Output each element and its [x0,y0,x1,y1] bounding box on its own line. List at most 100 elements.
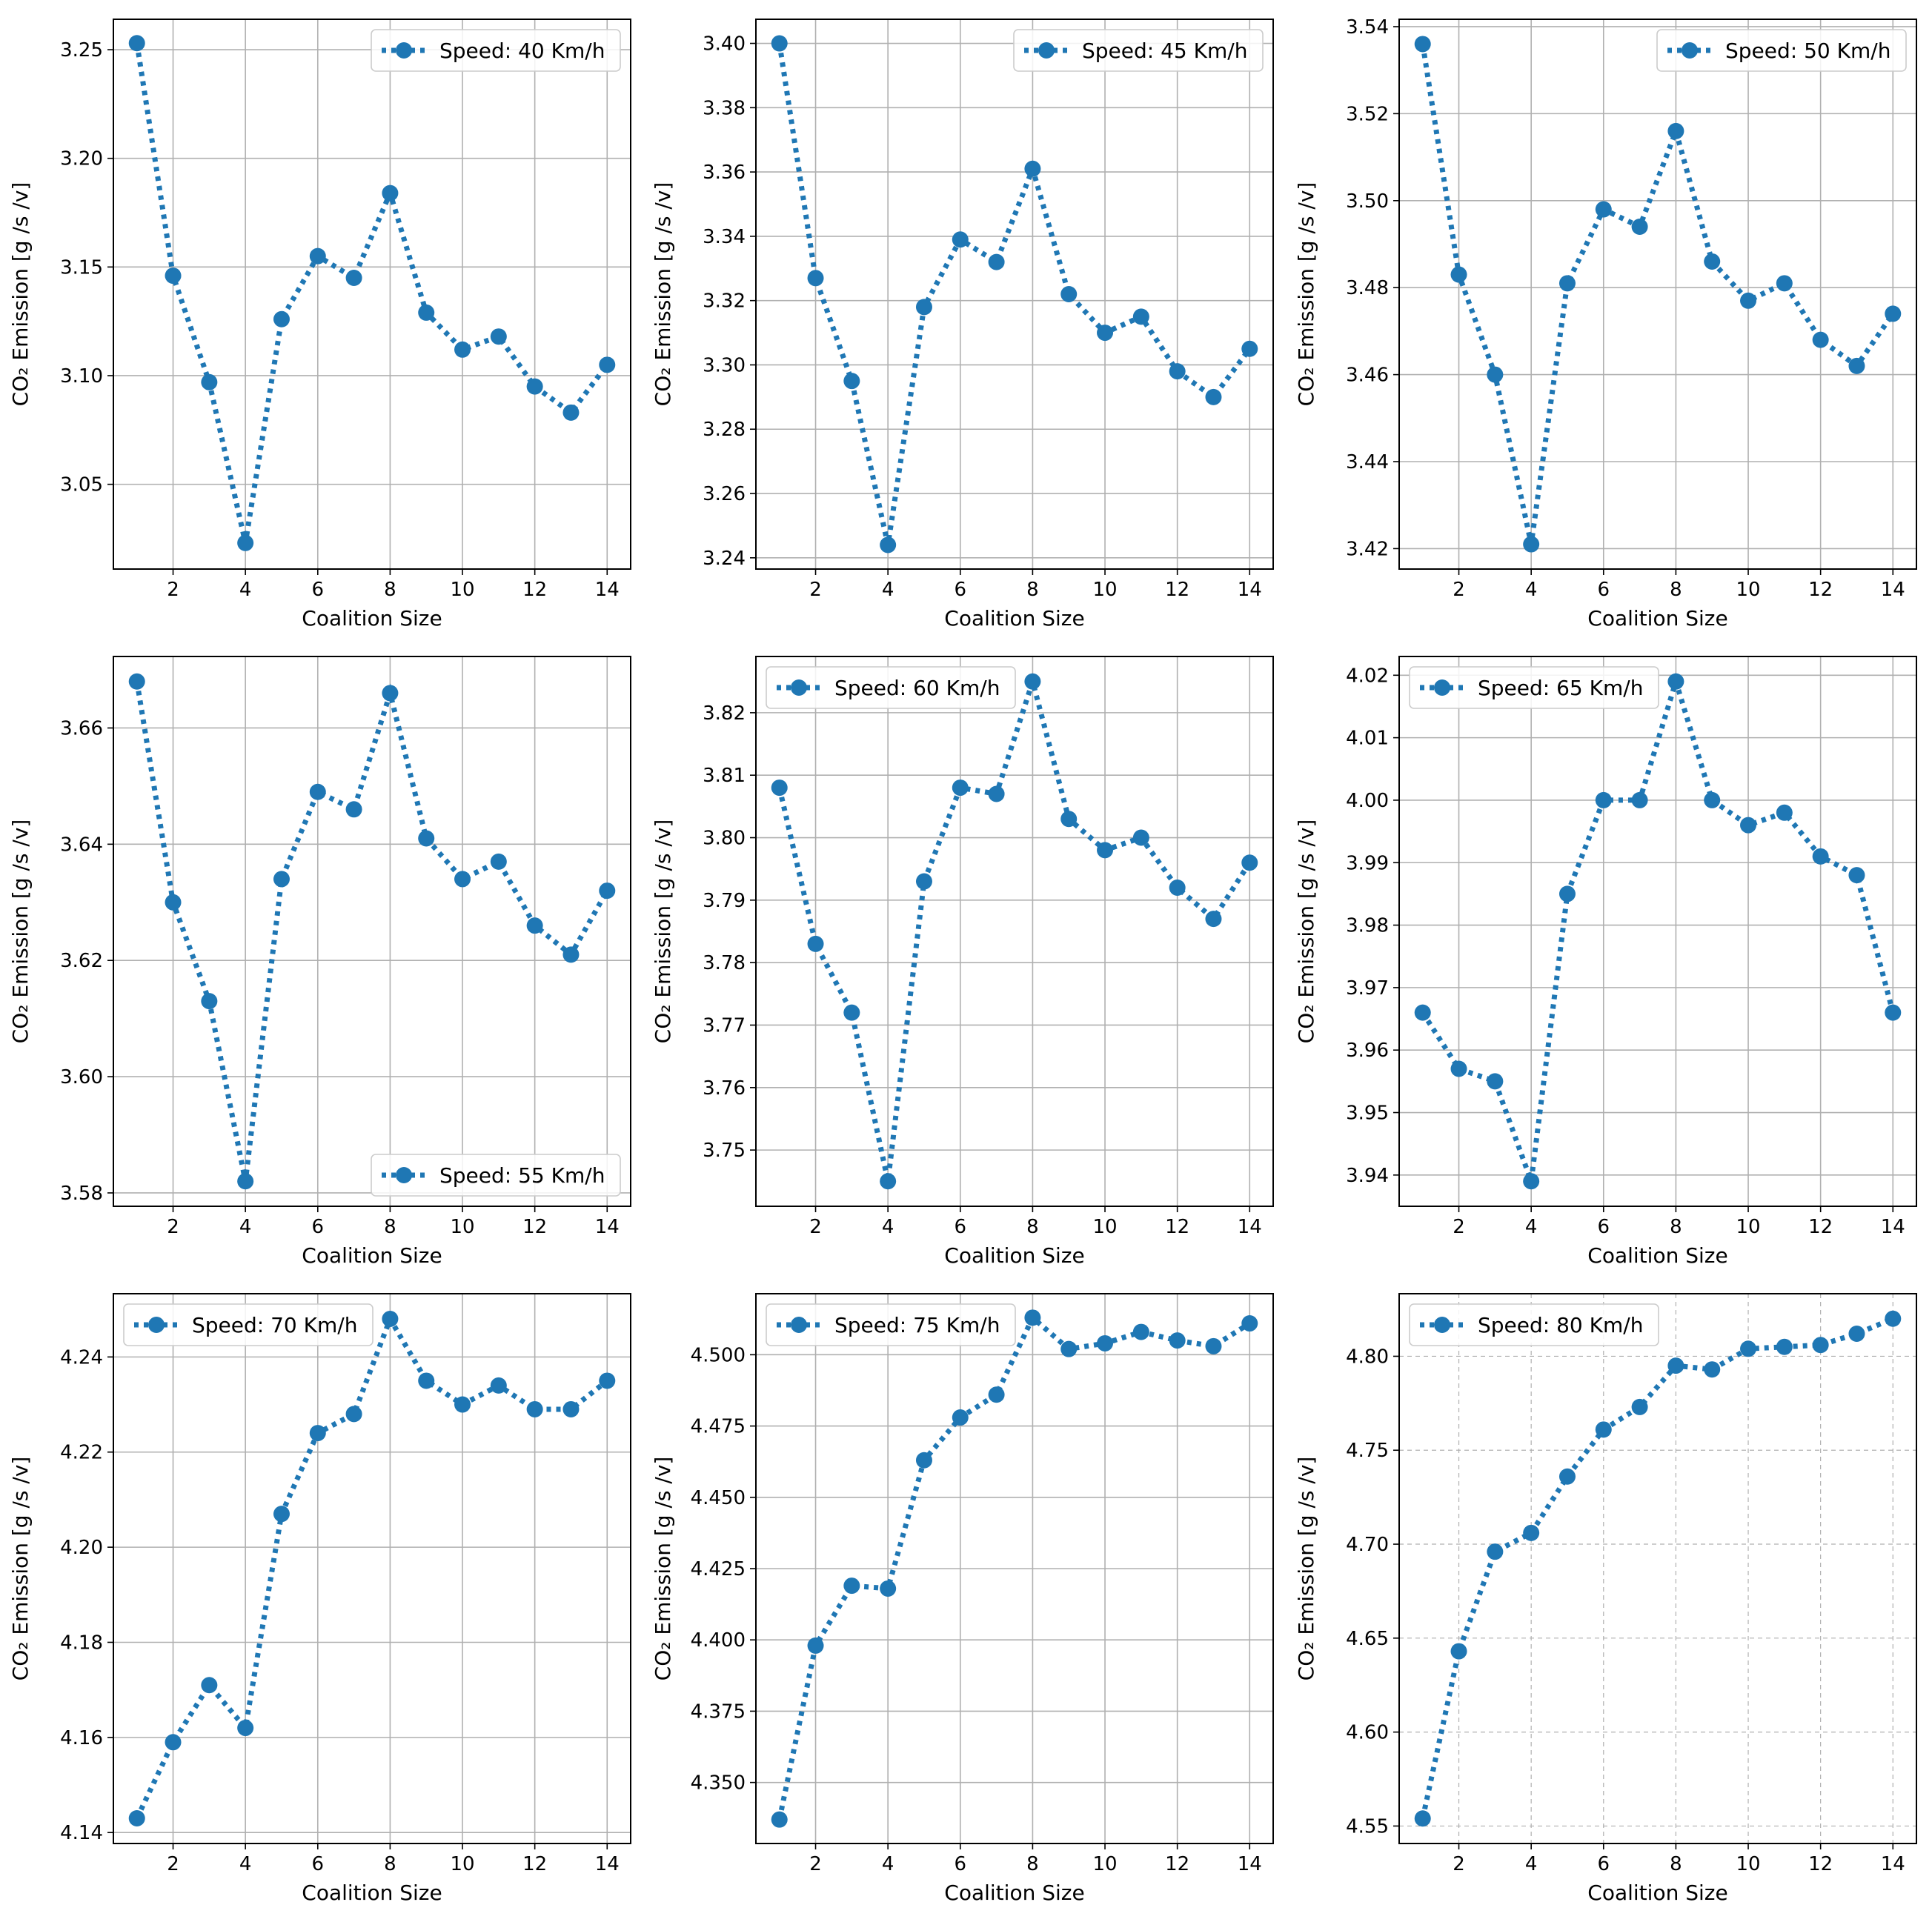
series-line [1420,43,1896,545]
legend: Speed: 50 Km/h [1656,29,1907,72]
data-point [526,1400,543,1417]
data-point [1132,308,1149,325]
legend-box [371,29,621,72]
legend-box [1013,29,1264,72]
chart-panel-8: 2 4 6 8 10 12 14 4.350 4.375 4.400 4.425 4.450 4.475… [651,1293,1274,1905]
data-point [843,1004,860,1021]
legend-box [1409,1303,1659,1346]
legend-box [123,1303,374,1346]
data-point [273,1506,290,1523]
chart-panel-6: 2 4 6 8 10 12 14 3.94 3.95 3.96 3.97 3.98 3.99 4.00 4.… [1294,656,1917,1268]
data-point [237,1720,254,1737]
data-point [1558,275,1576,292]
y-tick-label: 4.55 [1346,1815,1389,1838]
y-tick-label: 4.60 [1346,1722,1389,1744]
y-tick-label: 4.450 [691,1487,746,1509]
legend-marker [396,42,412,59]
y-tick-label: 3.50 [1346,190,1389,213]
data-point [1667,673,1684,690]
x-tick-label: 6 [955,1853,967,1875]
y-tick-label: 4.18 [60,1632,103,1654]
data-point [201,993,218,1010]
x-tick-label: 6 [1598,1853,1610,1875]
x-tick-label: 4 [239,1853,252,1875]
y-tick-label: 3.80 [703,828,746,850]
data-point [309,1425,326,1442]
data-point [599,356,616,373]
x-tick-label: 4 [1525,1216,1538,1238]
x-tick-label: 12 [522,579,547,601]
y-axis-label: CO₂ Emission [g /s /v] [1294,1457,1318,1681]
x-axis-label: Coalition Size [302,606,442,631]
chart-panel-1: 2 4 6 8 10 12 14 3.05 3.10 3.15 3.20 3.25 Coalition … [8,19,631,631]
data-point [1450,266,1467,283]
data-point [1558,885,1576,902]
data-point [1523,1173,1540,1190]
data-point [128,673,145,690]
data-point [1812,848,1829,865]
x-tick-label: 12 [522,1853,547,1875]
data-point [1097,1334,1114,1352]
y-tick-label: 3.25 [60,39,103,61]
legend-label: Speed: 65 Km/h [1478,676,1643,700]
x-tick-label: 6 [955,1216,967,1238]
data-point [1885,1310,1902,1327]
y-tick-label: 3.38 [703,97,746,119]
y-tick-label: 3.28 [703,419,746,441]
data-point [1024,673,1041,690]
y-tick-label: 3.96 [1346,1040,1389,1062]
data-point [1776,1338,1793,1355]
data-point [201,373,218,390]
y-tick-label: 4.22 [60,1442,103,1464]
legend-label: Speed: 75 Km/h [834,1313,1000,1337]
legend-label: Speed: 55 Km/h [439,1163,605,1188]
y-tick-label: 3.54 [1346,16,1389,39]
data-point [562,404,580,421]
x-tick-label: 8 [1670,1853,1682,1875]
y-axis-label: CO₂ Emission [g /s /v] [8,182,33,407]
data-point [562,1400,580,1417]
y-tick-label: 3.95 [1346,1103,1389,1125]
x-tick-label: 6 [312,579,325,601]
data-point [1848,1326,1865,1343]
x-tick-label: 4 [1525,579,1538,601]
y-tick-label: 4.400 [691,1629,746,1652]
data-point [1450,1060,1467,1077]
x-tick-label: 4 [239,579,252,601]
y-tick-label: 4.75 [1346,1440,1389,1462]
chart-panel-2: 2 4 6 8 10 12 14 3.24 3.26 3.28 3.30 3.32 3.34 3.36 3.… [651,19,1274,631]
y-tick-label: 3.79 [703,890,746,912]
data-point [1595,1421,1612,1438]
data-point [128,1809,145,1826]
legend-marker [148,1317,165,1333]
data-point [807,1637,824,1654]
legend-box [1656,29,1907,72]
chart-panel-5: 2 4 6 8 10 12 14 3.75 3.76 3.77 3.78 3.79 3.80 3.81 3.… [651,656,1274,1268]
y-tick-label: 4.350 [691,1772,746,1795]
y-tick-label: 3.62 [60,950,103,972]
data-point [309,247,326,265]
y-tick-label: 3.34 [703,226,746,248]
x-tick-label: 8 [384,1853,396,1875]
legend-marker [1038,42,1055,59]
data-point [599,882,616,900]
data-point [1487,366,1504,383]
data-point [1631,791,1648,808]
data-point [490,328,507,345]
plot-frame [113,1293,631,1844]
data-point [237,1173,254,1190]
legend-label: Speed: 40 Km/h [439,39,605,63]
x-tick-label: 4 [882,579,894,601]
data-point [1060,811,1078,828]
legend-marker [396,1167,412,1183]
data-point [490,853,507,870]
y-tick-label: 3.82 [703,702,746,725]
y-tick-label: 3.81 [703,765,746,787]
data-point [952,231,969,248]
legend-label: Speed: 80 Km/h [1478,1313,1643,1337]
y-axis-label: CO₂ Emission [g /s /v] [651,819,675,1044]
data-point [201,1677,218,1694]
data-point [807,935,824,952]
data-point [1414,1004,1431,1021]
legend: Speed: 65 Km/h [1409,666,1659,709]
